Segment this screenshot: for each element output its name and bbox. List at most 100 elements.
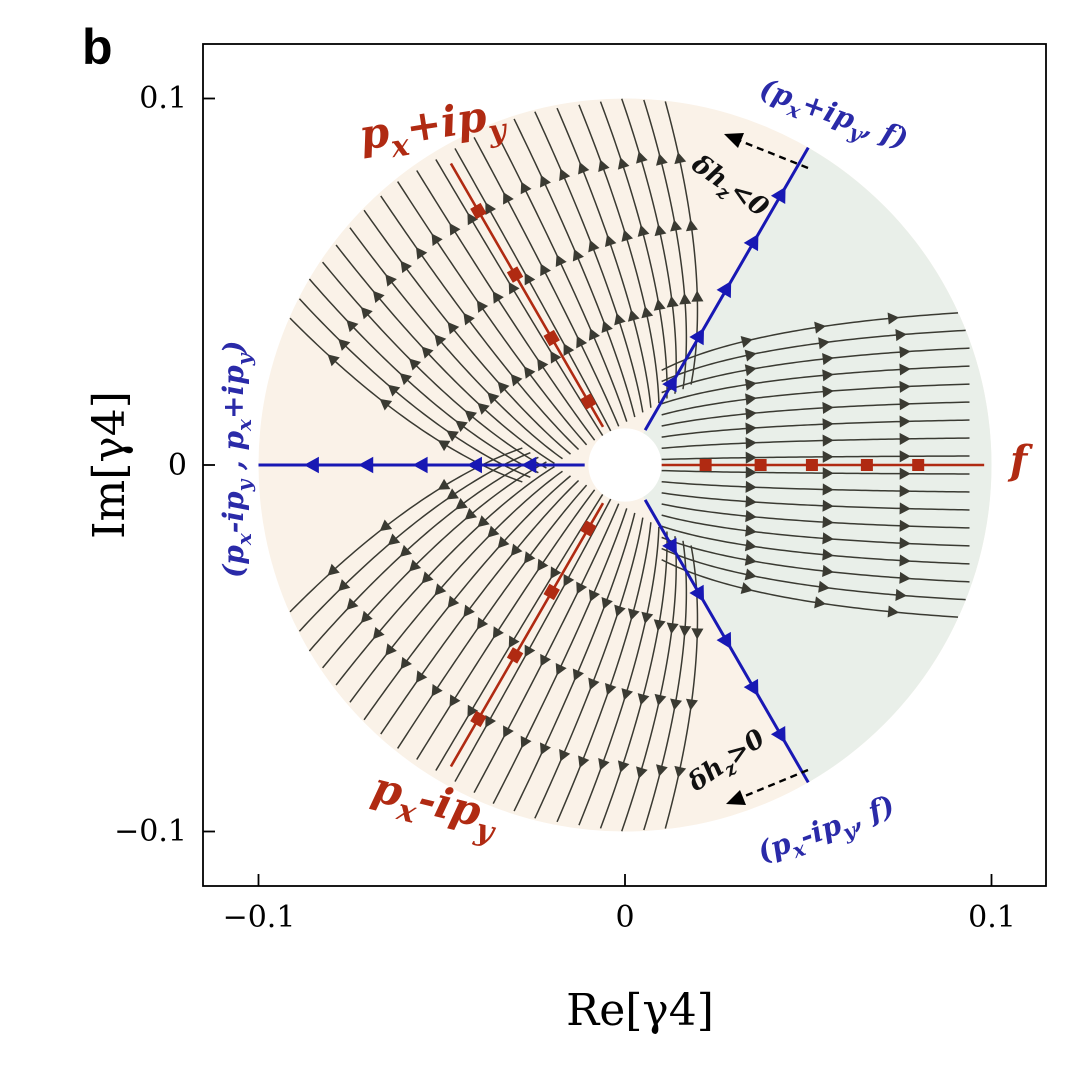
flow-arrow (510, 543, 523, 556)
flow-arrow (740, 582, 753, 594)
fixed-point-marker (580, 393, 597, 410)
flow-line (308, 278, 539, 474)
flow-arrow (550, 566, 562, 579)
flow-arrow (447, 322, 460, 335)
flow-arrow (822, 401, 834, 415)
flow-arrow (899, 432, 911, 446)
flow-arrow (685, 219, 698, 232)
flow-arrow (814, 321, 826, 334)
flow-arrow (679, 625, 692, 637)
flow-arrow (745, 437, 757, 450)
flow-arrow (540, 653, 551, 667)
flow-arrow (385, 643, 397, 656)
flow-line (349, 470, 563, 703)
flow-line (661, 547, 966, 601)
flow-arrow (685, 698, 698, 711)
flow-arrow (415, 247, 428, 260)
flow-arrow (539, 742, 551, 755)
flow-arrow (614, 313, 626, 326)
flow-line (643, 99, 688, 390)
flow-arrow (467, 704, 479, 718)
flow-line (661, 514, 970, 547)
arrowhead-icon (726, 790, 746, 805)
boundary-arrow (743, 678, 759, 697)
flow-arrow (740, 336, 753, 348)
fixed-point-marker (506, 266, 524, 283)
flow-line (396, 484, 588, 749)
flow-line (289, 317, 523, 483)
boundary-label-bottom: (px-ipy, f) (753, 789, 901, 875)
flow-line (513, 512, 636, 812)
flow-line (661, 365, 970, 405)
flow-line (396, 181, 588, 446)
fixed-point-marker (805, 459, 818, 471)
boundary-arrow (770, 186, 786, 205)
flow-arrow (588, 239, 600, 253)
boundary-arrow (689, 328, 705, 346)
boundary-lines (258, 146, 810, 784)
flow-line (661, 480, 970, 493)
fixed-point-markers (470, 202, 925, 728)
flow-arrow (656, 153, 668, 166)
flow-line (363, 475, 572, 721)
flow-arrow (818, 337, 830, 350)
flow-arrow (636, 766, 648, 779)
flow-arrow (492, 291, 504, 304)
center-hole (588, 428, 662, 502)
flow-arrow (467, 212, 479, 226)
flow-arrow (744, 378, 757, 391)
fixed-point-marker (470, 710, 487, 728)
flow-arrow (387, 533, 401, 546)
flow-arrow (508, 635, 520, 648)
flow-arrow (822, 434, 834, 447)
flow-arrow (641, 306, 654, 319)
flow-arrow (621, 688, 634, 701)
flow-line (416, 489, 596, 760)
flow-arrow (360, 307, 373, 320)
flow-arrow (477, 515, 490, 528)
flow-arrow (385, 274, 397, 287)
flow-arrow (822, 353, 834, 366)
flow-arrow (559, 168, 571, 181)
flow-line (661, 492, 970, 511)
flow-arrow (477, 402, 490, 415)
flow-arrow (550, 351, 562, 364)
flow-arrow (338, 338, 351, 351)
flow-arrow (409, 559, 422, 572)
flow-line (363, 209, 572, 455)
flow-arrow (487, 392, 500, 405)
flow-arrow (899, 380, 911, 393)
flow-arrow (537, 558, 549, 572)
flow-arrow (895, 588, 907, 601)
flow-arrow (338, 579, 351, 592)
dashed-arrow-icon (737, 138, 809, 170)
flow-arrow (492, 626, 504, 639)
flow-arrow (745, 466, 757, 479)
flow-arrow (899, 502, 911, 515)
fixed-point-marker (506, 647, 524, 664)
flow-arrow (822, 548, 834, 561)
flow-arrow (614, 604, 626, 617)
flow-line (380, 195, 580, 451)
flow-line (661, 525, 970, 565)
flow-line (661, 329, 966, 383)
flow-arrow (899, 519, 911, 532)
flow-line (321, 261, 547, 469)
flow-line (556, 107, 652, 408)
flow-arrow (899, 467, 911, 480)
flow-arrow (670, 219, 683, 232)
flow-arrow (455, 420, 468, 432)
flow-arrow (379, 519, 393, 532)
flow-line (308, 456, 539, 652)
flow-arrow (346, 320, 359, 333)
flow-arrow (346, 597, 359, 610)
flow-arrow (691, 628, 704, 640)
flow-arrow (524, 644, 536, 658)
flow-arrow (601, 596, 613, 610)
flow-arrow (537, 358, 549, 372)
flow-arrow (437, 440, 451, 452)
flow-line (335, 244, 555, 465)
flow-arrow (627, 608, 640, 621)
flow-arrow (899, 450, 911, 463)
